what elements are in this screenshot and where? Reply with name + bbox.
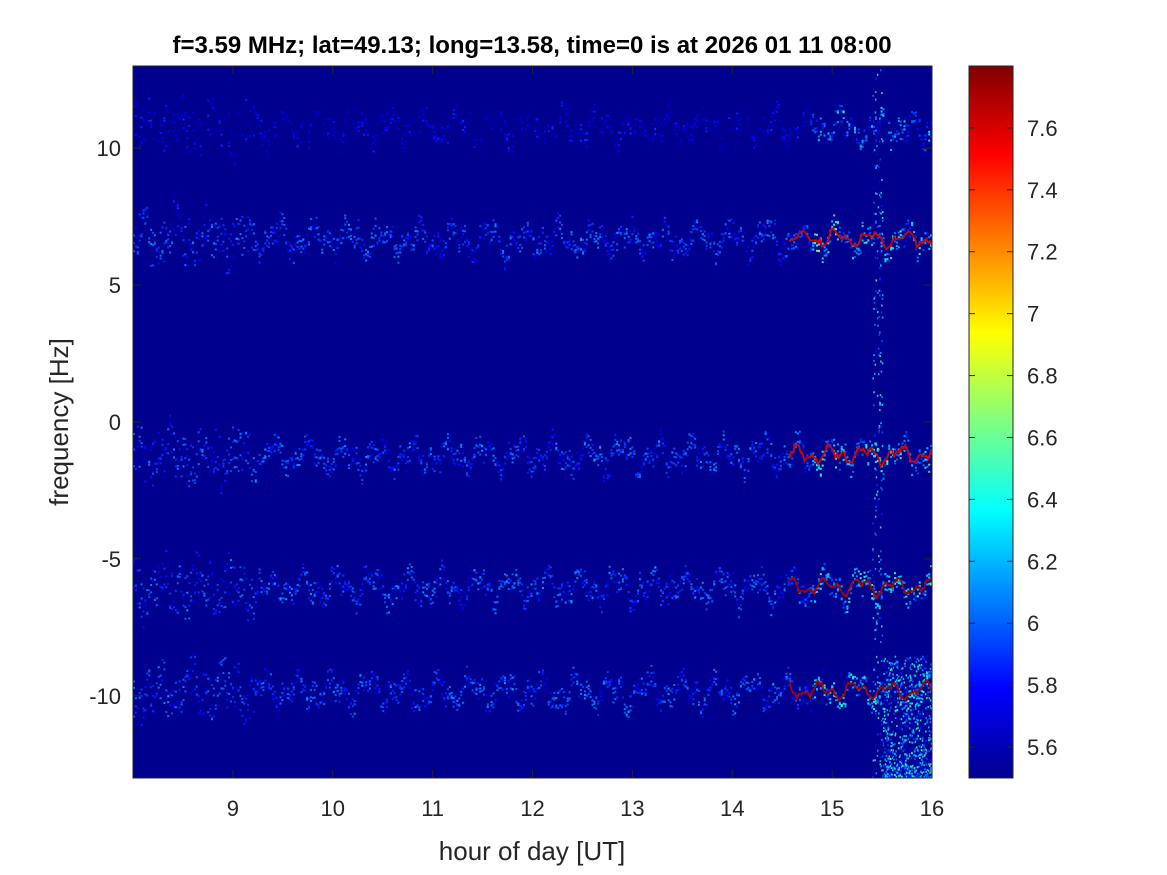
x-tick-label: 13	[620, 796, 644, 821]
y-tick-label: 5	[109, 273, 121, 298]
x-tick-label: 12	[520, 796, 544, 821]
colorbar-tick-label: 6	[1027, 611, 1039, 636]
colorbar-tick-label: 7	[1027, 302, 1039, 327]
x-tick-label: 16	[920, 796, 944, 821]
colorbar-tick-label: 7.6	[1027, 116, 1058, 141]
colorbar-tick-label: 7.2	[1027, 240, 1058, 265]
colorbar: 5.6 5.8 6 6.2 6.4 6.6 6.8 7 7.2 7.4 7.6	[968, 65, 1058, 779]
spectral-trace	[133, 91, 932, 165]
colorbar-tick-label: 7.4	[1027, 178, 1058, 203]
x-tick-label: 15	[820, 796, 844, 821]
spectral-trace	[133, 550, 932, 629]
spectral-trace	[133, 200, 932, 275]
x-tick-label: 9	[227, 796, 239, 821]
spectral-trace	[133, 653, 932, 726]
spectral-trace	[133, 414, 932, 495]
plot-background	[133, 66, 932, 778]
colorbar-tick-label: 6.8	[1027, 364, 1058, 389]
y-tick-label: -10	[89, 684, 121, 709]
y-tick-label: 0	[109, 410, 121, 435]
colorbar-tick-label: 6.4	[1027, 487, 1058, 512]
y-tick-label: 10	[97, 136, 121, 161]
y-axis-ticks: -10 -5 0 5 10	[89, 136, 932, 709]
plot-area	[132, 65, 933, 779]
colorbar-gradient	[968, 65, 1014, 779]
x-axis-label: hour of day [UT]	[439, 836, 625, 866]
y-axis-label: frequency [Hz]	[44, 338, 74, 506]
x-tick-label: 14	[720, 796, 744, 821]
colorbar-tick-label: 5.6	[1027, 735, 1058, 760]
y-tick-label: -5	[101, 547, 121, 572]
colorbar-ticks: 5.6 5.8 6 6.2 6.4 6.6 6.8 7 7.2 7.4 7.6	[969, 116, 1058, 760]
x-tick-label: 10	[321, 796, 345, 821]
colorbar-tick-label: 6.2	[1027, 549, 1058, 574]
x-tick-label: 11	[421, 796, 444, 821]
chart-title: f=3.59 MHz; lat=49.13; long=13.58, time=…	[172, 32, 891, 59]
x-axis-ticks: 9 10 11 12 13 14 15 16	[227, 66, 944, 821]
colorbar-tick-label: 5.8	[1027, 673, 1058, 698]
colorbar-tick-label: 6.6	[1027, 425, 1058, 450]
